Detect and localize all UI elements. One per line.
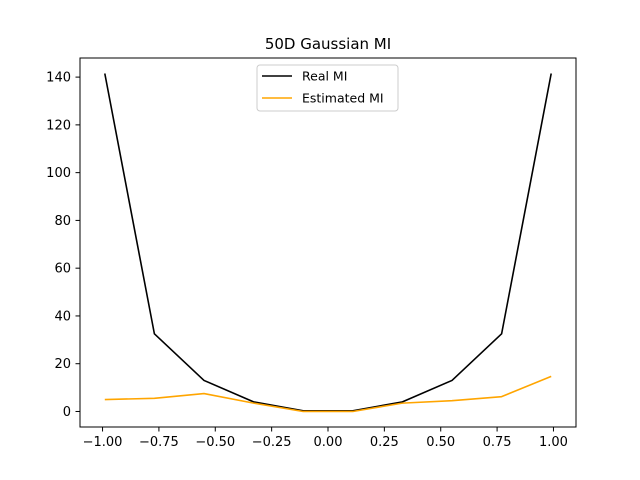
y-tick-label: 20 — [54, 357, 71, 372]
legend-box — [256, 64, 399, 112]
series-layer — [104, 73, 552, 413]
legend: Real MI Estimated MI — [256, 64, 399, 112]
chart-title: 50D Gaussian MI — [265, 35, 391, 53]
x-tick-label: −0.50 — [195, 435, 235, 450]
x-tick-label: 0.75 — [483, 435, 512, 450]
legend-label-real-mi: Real MI — [302, 69, 347, 84]
x-tick-label: −0.75 — [139, 435, 179, 450]
y-tick-label: 100 — [46, 166, 71, 181]
series-line-estimated-mi — [104, 375, 552, 413]
y-tick-label: 80 — [54, 214, 71, 229]
x-tick-label: −1.00 — [83, 435, 123, 450]
x-tick-label: 0.25 — [370, 435, 399, 450]
y-tick-label: 140 — [46, 71, 71, 86]
y-tick-label: 40 — [54, 309, 71, 324]
legend-label-estimated-mi: Estimated MI — [302, 91, 384, 106]
y-tick-label: 60 — [54, 262, 71, 277]
x-tick-label: 0.00 — [314, 435, 343, 450]
x-tick-label: 0.50 — [426, 435, 455, 450]
y-tick-label: 0 — [63, 405, 71, 420]
x-tick-label: −0.25 — [252, 435, 292, 450]
y-tick-label: 120 — [46, 118, 71, 133]
x-axis: −1.00 −0.75 −0.50 −0.25 0.00 0.25 0.50 0.75 1.00 — [83, 427, 568, 450]
x-tick-label: 1.00 — [539, 435, 568, 450]
y-axis: 0 20 40 60 80 100 120 140 — [46, 71, 80, 420]
